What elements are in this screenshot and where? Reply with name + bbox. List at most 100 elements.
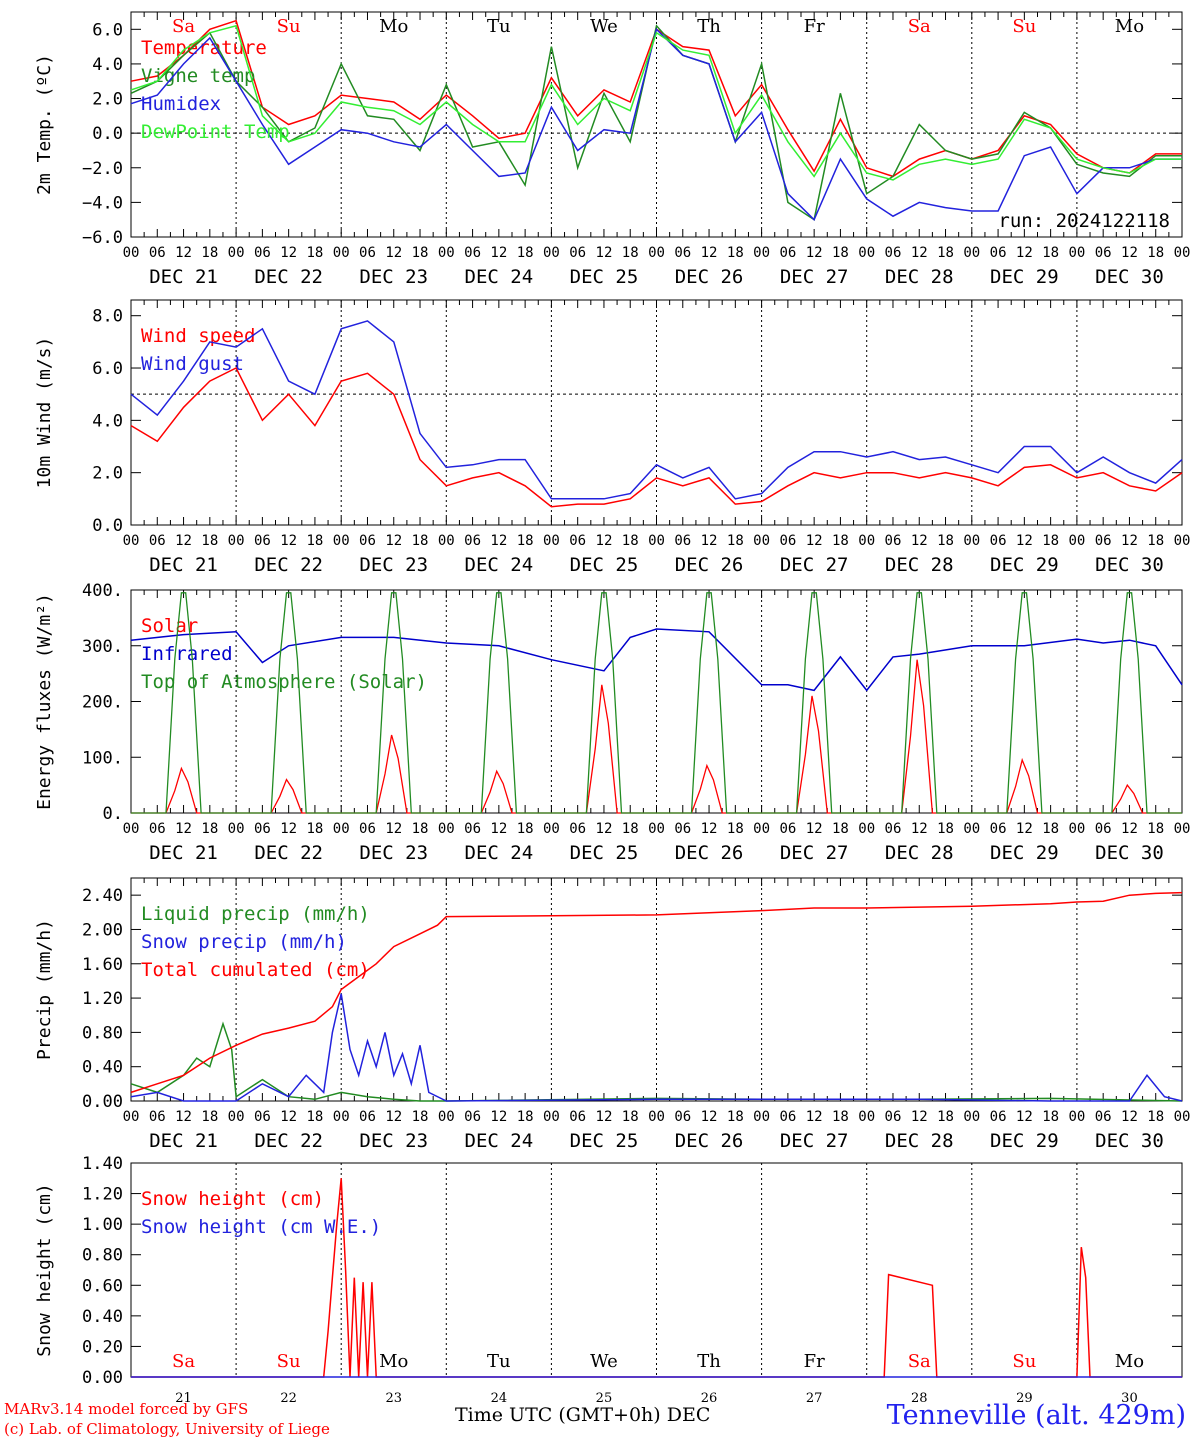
x-date-label: DEC 26 (675, 842, 744, 864)
x-hour-label: 00 (963, 821, 980, 837)
x-hour-label: 18 (937, 821, 954, 837)
y-tick-label: 1.20 (82, 1185, 123, 1205)
y-axis-title: 2m Temp. (ºC) (34, 54, 55, 195)
series-line (130, 27, 1182, 222)
x-hour-label: 18 (306, 1109, 323, 1125)
x-hour-label: 18 (1042, 533, 1059, 549)
x-hour-label: 06 (359, 533, 376, 549)
x-hour-label: 12 (701, 821, 718, 837)
x-hour-label: 00 (438, 245, 455, 261)
x-hour-label: 18 (517, 1109, 534, 1125)
x-date-label: DEC 28 (885, 842, 954, 864)
x-hour-label: 12 (596, 1109, 613, 1125)
x-hour-label: 00 (228, 245, 245, 261)
x-hour-label: 06 (359, 821, 376, 837)
x-hour-label: 00 (543, 245, 560, 261)
x-hour-label: 12 (175, 1109, 192, 1125)
x-hour-label: 12 (806, 821, 823, 837)
x-date-label: DEC 27 (780, 1130, 849, 1152)
x-hour-label: 12 (1016, 245, 1033, 261)
x-date-label: DEC 25 (570, 266, 639, 288)
x-hour-label: 06 (885, 821, 902, 837)
run-annotation: run: 2024122118 (998, 210, 1170, 232)
y-tick-label: 2.0 (92, 90, 123, 110)
x-hour-label: 12 (701, 533, 718, 549)
x-hour-label: 12 (1121, 533, 1138, 549)
day-of-week-label: Sa (172, 16, 195, 37)
x-hour-label: 12 (911, 533, 928, 549)
x-hour-label: 18 (937, 533, 954, 549)
panel-5: 1.40 1.20 1.00 0.80 0.60 0.40 0.20 0.00 Snow hei… (34, 1154, 1183, 1406)
series-line (131, 592, 1182, 814)
x-hour-label: 00 (438, 533, 455, 549)
x-hour-label: 12 (701, 1109, 718, 1125)
y-tick-label: 2.00 (82, 920, 123, 940)
x-date-label: DEC 30 (1095, 266, 1164, 288)
y-tick-label: 8.0 (92, 307, 123, 327)
legend-entry: Wind gust (141, 353, 244, 375)
day-of-week-label: Su (277, 16, 301, 37)
x-hour-label: 00 (1174, 533, 1191, 549)
x-date-number: 27 (806, 1391, 823, 1406)
day-of-week-label: We (590, 1351, 618, 1372)
x-hour-label: 00 (123, 533, 140, 549)
x-hour-label: 06 (149, 533, 166, 549)
x-hour-label: 12 (596, 533, 613, 549)
x-date-number: 26 (701, 1391, 718, 1406)
x-date-label: DEC 26 (675, 554, 744, 576)
x-date-label: DEC 29 (990, 554, 1059, 576)
x-hour-label: 06 (359, 245, 376, 261)
y-tick-label: 0.80 (82, 1023, 123, 1043)
x-date-label: DEC 28 (885, 1130, 954, 1152)
x-hour-label: 00 (753, 533, 770, 549)
day-of-week-label: Tu (487, 1351, 511, 1372)
day-of-week-label: Tu (487, 16, 511, 37)
x-date-label: DEC 23 (359, 1130, 428, 1152)
x-date-label: DEC 24 (465, 1130, 534, 1152)
y-tick-label: 4.0 (92, 411, 123, 431)
x-hour-label: 06 (779, 821, 796, 837)
x-date-number: 25 (596, 1391, 613, 1406)
series-line (130, 993, 1183, 1102)
x-hour-label: 18 (832, 245, 849, 261)
x-hour-label: 18 (727, 821, 744, 837)
x-hour-label: 06 (359, 1109, 376, 1125)
panel-4: 2.40 2.00 1.60 1.20 0.80 0.40 0.00 Precip (mm/h… (34, 877, 1191, 1152)
legend-entry: Snow height (cm W.E.) (141, 1216, 381, 1238)
x-hour-label: 18 (412, 821, 429, 837)
x-hour-label: 00 (543, 533, 560, 549)
x-hour-label: 18 (622, 533, 639, 549)
x-hour-label: 18 (201, 1109, 218, 1125)
x-hour-label: 12 (1016, 533, 1033, 549)
y-tick-label: 4.0 (92, 55, 123, 75)
x-hour-label: 00 (228, 821, 245, 837)
x-hour-label: 12 (1121, 1109, 1138, 1125)
x-date-label: DEC 21 (149, 842, 218, 864)
x-hour-label: 06 (569, 821, 586, 837)
x-hour-label: 06 (464, 533, 481, 549)
x-hour-label: 12 (175, 821, 192, 837)
x-hour-label: 00 (123, 821, 140, 837)
y-axis-title: Precip (mm/h) (34, 919, 55, 1060)
day-of-week-label: Fr (804, 16, 825, 37)
x-hour-label: 18 (517, 245, 534, 261)
y-tick-label: 0.60 (82, 1276, 123, 1296)
legend-entry: Snow precip (mm/h) (141, 931, 347, 953)
x-hour-label: 06 (1095, 1109, 1112, 1125)
x-date-number: 24 (491, 1391, 508, 1406)
x-date-label: DEC 27 (780, 842, 849, 864)
x-hour-label: 00 (438, 1109, 455, 1125)
x-hour-label: 06 (464, 821, 481, 837)
x-hour-label: 12 (490, 821, 507, 837)
x-hour-label: 18 (517, 533, 534, 549)
x-date-label: DEC 24 (465, 554, 534, 576)
x-hour-label: 06 (779, 1109, 796, 1125)
x-hour-label: 00 (1174, 1109, 1191, 1125)
panel-1: 6.0 4.0 2.0 0.0 −2.0 −4.0 −6.0 2m Temp. (ºC) 00 0… (34, 11, 1190, 288)
x-date-label: DEC 25 (570, 1130, 639, 1152)
x-date-label: DEC 28 (885, 554, 954, 576)
x-hour-label: 00 (1174, 821, 1191, 837)
x-hour-label: 06 (674, 533, 691, 549)
x-hour-label: 18 (306, 245, 323, 261)
